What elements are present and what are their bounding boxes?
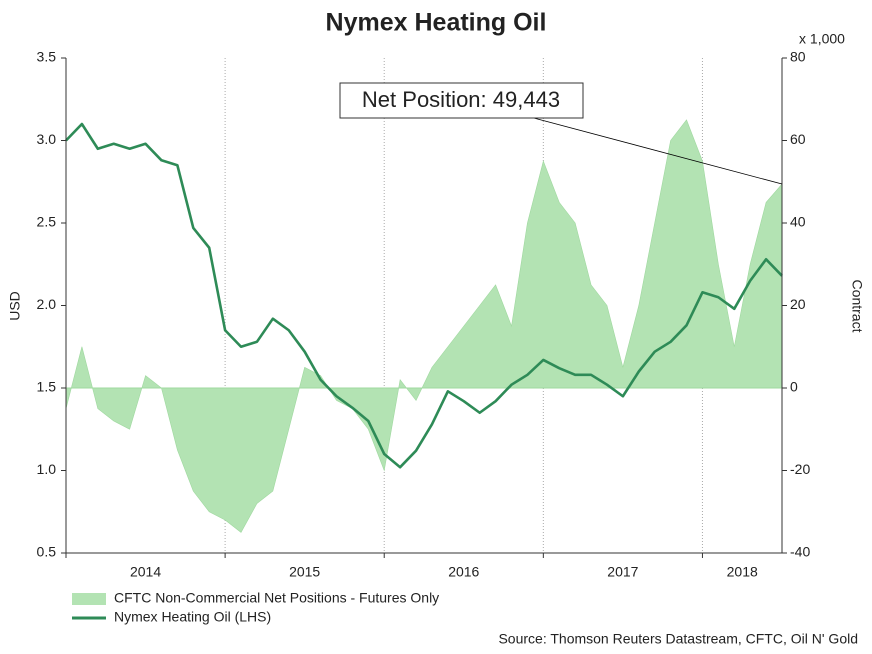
y2-tick-label: 60	[790, 131, 806, 147]
chart-title: Nymex Heating Oil	[326, 9, 547, 37]
y2-tick-label: 0	[790, 379, 798, 395]
annotation-text: Net Position: 49,443	[362, 87, 560, 112]
y2-unit: x 1,000	[799, 31, 845, 47]
line	[65, 122, 783, 469]
source-note: Source: Thomson Reuters Datastream, CFTC…	[498, 631, 858, 647]
y-tick-label: 1.0	[37, 461, 57, 477]
x-tick-label: 2017	[607, 564, 638, 580]
x-tick-label: 2014	[130, 564, 161, 580]
y-tick-label: 0.5	[37, 544, 57, 560]
y2-tick-label: -40	[790, 544, 810, 560]
y-axis-label: USD	[7, 291, 23, 321]
y-tick-label: 2.0	[37, 296, 57, 312]
y2-tick-label: 40	[790, 214, 806, 230]
y2-tick-label: 20	[790, 296, 806, 312]
x-tick-label: 2018	[727, 564, 758, 580]
annotation-box	[339, 82, 584, 119]
annotation-leader	[529, 116, 783, 185]
area	[65, 119, 783, 533]
y-tick-label: 2.5	[37, 214, 57, 230]
y2-tick-label: 80	[790, 49, 806, 65]
y-tick-label: 1.5	[37, 379, 57, 395]
x-tick-label: 2015	[289, 564, 320, 580]
legend-label: Nymex Heating Oil (LHS)	[114, 609, 271, 625]
y2-axis-label: Contract	[849, 280, 865, 333]
y2-tick-label: -20	[790, 461, 810, 477]
legend-swatch	[72, 593, 106, 605]
y-tick-label: 3.0	[37, 131, 57, 147]
x-tick-label: 2016	[448, 564, 479, 580]
legend-label: CFTC Non-Commercial Net Positions - Futu…	[114, 590, 439, 606]
y-tick-label: 3.5	[37, 49, 57, 65]
